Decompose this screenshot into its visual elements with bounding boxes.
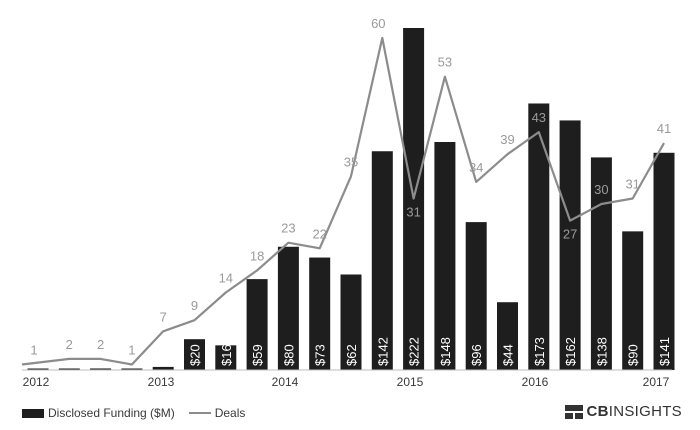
legend-swatch-funding [22,408,44,418]
deal-count-label: 18 [250,248,264,263]
deals-line [21,36,665,366]
deal-count-label: 2 [97,337,104,352]
deal-count-label: 23 [281,221,295,236]
funding-bar [653,152,675,370]
funding-bar-label: $148 [438,337,453,366]
deal-count-label: 9 [191,298,198,313]
x-tick-label: 2015 [397,375,424,389]
legend-label-funding: Disclosed Funding ($M) [48,406,175,420]
funding-bar [590,157,612,370]
funding-bar [184,339,205,370]
funding-bar-label: $73 [313,344,328,366]
deal-count-label: 41 [657,121,671,136]
x-tick-label: 2016 [522,375,549,389]
funding-bars: $20 $16 $59 $80 $73 $62 $142 $222 $148 $96 $44 $173… [27,28,675,371]
funding-bar [465,222,487,370]
deal-count-label: 2 [66,337,73,352]
logo-text-insights: INSIGHTS [608,403,682,420]
funding-bar [559,120,581,370]
cb-insights-logo-icon [565,404,584,419]
deal-count-label: 35 [344,154,358,169]
funding-bar-label: $173 [532,337,547,366]
funding-bar [246,279,268,370]
x-axis-ticks: 2012 2013 2014 2015 2016 2017 [23,375,670,389]
funding-bar-label: $59 [250,344,265,366]
funding-bar [340,274,362,370]
funding-bar-label: $96 [469,344,484,366]
logo-text-cb: CB [586,403,609,420]
funding-bar-label: $162 [563,337,578,366]
deal-count-label: 14 [219,271,233,286]
funding-bar-label: $90 [626,344,641,366]
deal-count-label: 27 [563,227,577,242]
funding-bar [497,302,518,370]
deal-count-label: 22 [312,226,326,241]
funding-bar [309,257,331,370]
funding-bar [121,368,143,370]
funding-bar [58,368,80,370]
funding-bar [90,368,112,370]
funding-bar [434,142,456,370]
deal-count-label: 53 [438,55,452,70]
legend: Disclosed Funding ($M) Deals [22,403,259,423]
legend-item-deals: Deals [188,406,246,420]
deal-count-label: 7 [160,309,167,324]
deal-count-label: 43 [532,110,546,125]
legend-swatch-deals [188,412,211,414]
x-tick-label: 2012 [23,375,50,389]
funding-bar [277,246,299,370]
funding-bar [528,103,550,371]
funding-bar [622,231,644,370]
funding-bar-label: $62 [344,344,359,366]
deal-count-label: 30 [594,182,608,197]
legend-item-funding: Disclosed Funding ($M) [22,406,175,420]
funding-bar-label: $16 [219,344,234,366]
cb-insights-logo: CB INSIGHTS [565,403,682,420]
funding-bar [371,151,393,370]
deal-count-label: 1 [30,342,37,357]
funding-bar-label: $141 [657,337,672,366]
x-tick-label: 2014 [272,375,299,389]
deal-count-label: 60 [371,16,385,31]
x-tick-label: 2013 [148,375,175,389]
funding-bar-label: $138 [594,337,609,366]
deal-count-label: 31 [625,176,639,191]
deal-count-label: 1 [128,342,135,357]
funding-bar [27,368,49,370]
funding-bar-label: $222 [407,337,422,366]
deal-count-label: 34 [469,160,483,175]
deal-count-label: 31 [406,204,420,219]
funding-bar-label: $142 [375,337,390,366]
funding-bar-label: $20 [188,344,203,366]
funding-bar-label: $80 [281,344,296,366]
x-tick-label: 2017 [643,375,670,389]
legend-label-deals: Deals [214,406,246,420]
funding-bar [215,345,237,370]
funding-bar [152,366,174,370]
funding-bar-label: $44 [501,344,516,366]
deal-count-label: 39 [500,132,514,147]
